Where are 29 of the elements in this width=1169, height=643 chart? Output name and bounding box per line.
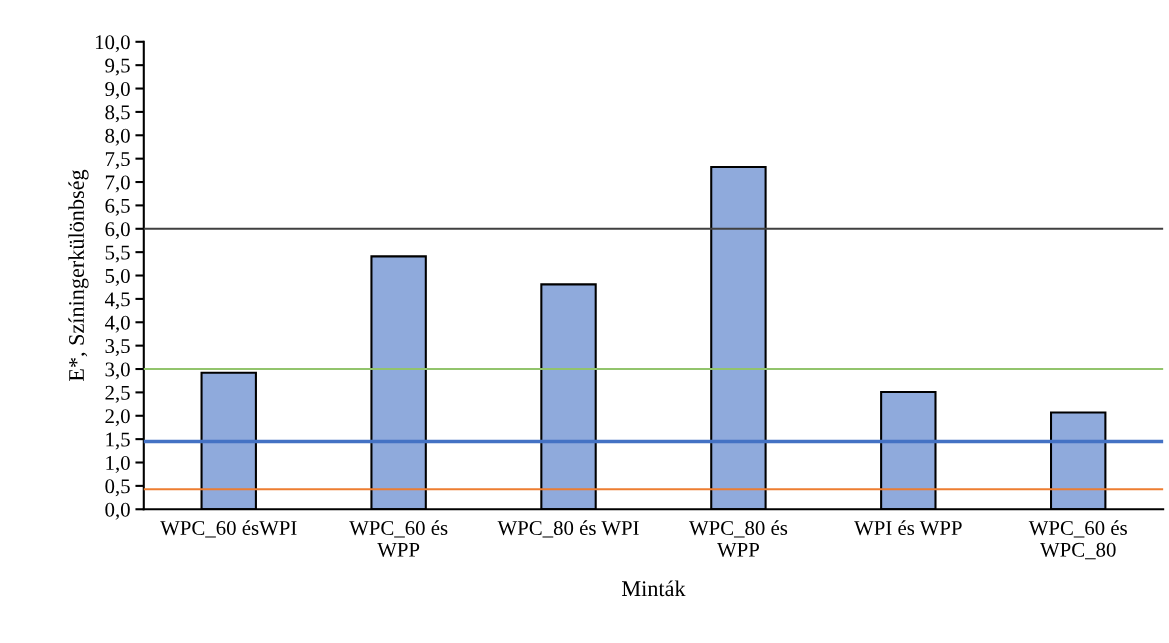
y-tick-label: 7,5 xyxy=(105,152,130,170)
x-tick-label: WPC_80 és WPI xyxy=(497,520,639,538)
x-tick-label: WPC_60 és WPP xyxy=(349,520,448,557)
y-tick-label: 8,0 xyxy=(105,128,130,146)
x-tick-label: WPC_60 ésWPI xyxy=(160,520,297,538)
y-tick-label: 3,0 xyxy=(105,362,130,380)
y-tick-label: 9,0 xyxy=(105,81,130,99)
y-tick-label: 10,0 xyxy=(95,35,130,53)
y-tick-label: 4,0 xyxy=(104,315,130,333)
y-tick-label: 2,5 xyxy=(105,385,130,403)
y-tick-label: 1,5 xyxy=(106,432,130,450)
x-tick-label: WPI és WPP xyxy=(854,520,962,536)
y-tick-label: 8,5 xyxy=(105,105,130,123)
y-tick-label: 9,5 xyxy=(105,58,130,76)
x-tick-label: WPC_80 és WPP xyxy=(688,520,788,557)
y-tick-label: 6,0 xyxy=(105,222,130,240)
y-tick-label: 4,5 xyxy=(104,292,130,310)
y-tick-label: 7,0 xyxy=(105,175,130,193)
y-tick-label: 6,5 xyxy=(105,198,130,216)
x-tick-label: WPC_60 és WPC_80 xyxy=(1028,520,1127,560)
x-axis-title: Minták xyxy=(622,580,686,597)
y-tick-label: 0,5 xyxy=(105,479,130,497)
y-tick-label: 5,0 xyxy=(105,268,130,286)
y-tick-label: 0,0 xyxy=(105,502,130,520)
y-tick-label: 2,0 xyxy=(105,409,130,427)
y-axis-title: E*, Színingerkülönbség xyxy=(68,169,89,382)
y-tick-label: 3,5 xyxy=(105,339,130,357)
y-tick-label: 5,5 xyxy=(105,245,130,263)
y-tick-label: 1,0 xyxy=(106,455,130,473)
